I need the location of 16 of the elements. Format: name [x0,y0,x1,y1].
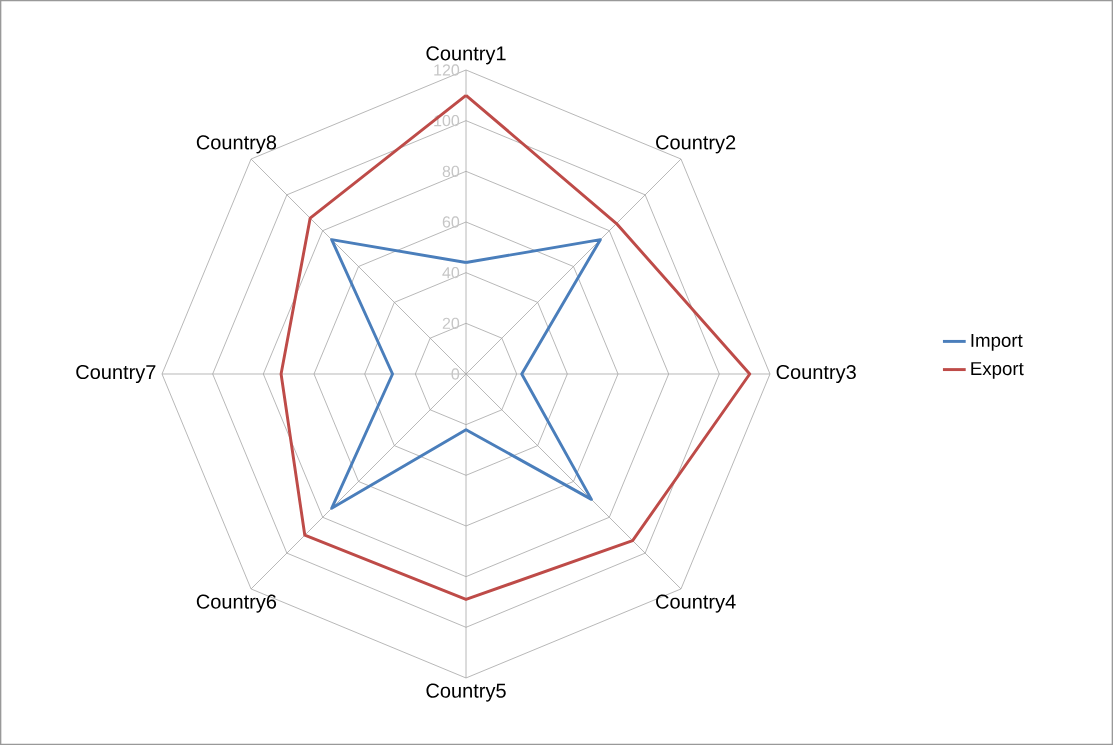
legend-label: Import [971,333,1023,351]
spoke-label: Country5 [426,683,506,702]
spoke-label: Country1 [426,46,506,65]
spoke-label: Country6 [196,594,277,613]
y-tick-label: 120 [434,64,460,76]
y-tick-label: 20 [442,317,460,329]
spoke-label: Country8 [196,135,277,154]
legend-label: Export [971,362,1024,379]
y-tick-label: 80 [442,165,460,177]
spoke-label: Country4 [656,594,736,613]
spoke-label: Country7 [76,364,156,384]
spoke-label: Country3 [776,364,856,384]
y-tick-label: 0 [451,368,460,380]
y-tick-label: 60 [442,216,460,228]
spoke-label: Country2 [656,135,736,154]
y-tick-label: 40 [442,266,460,279]
